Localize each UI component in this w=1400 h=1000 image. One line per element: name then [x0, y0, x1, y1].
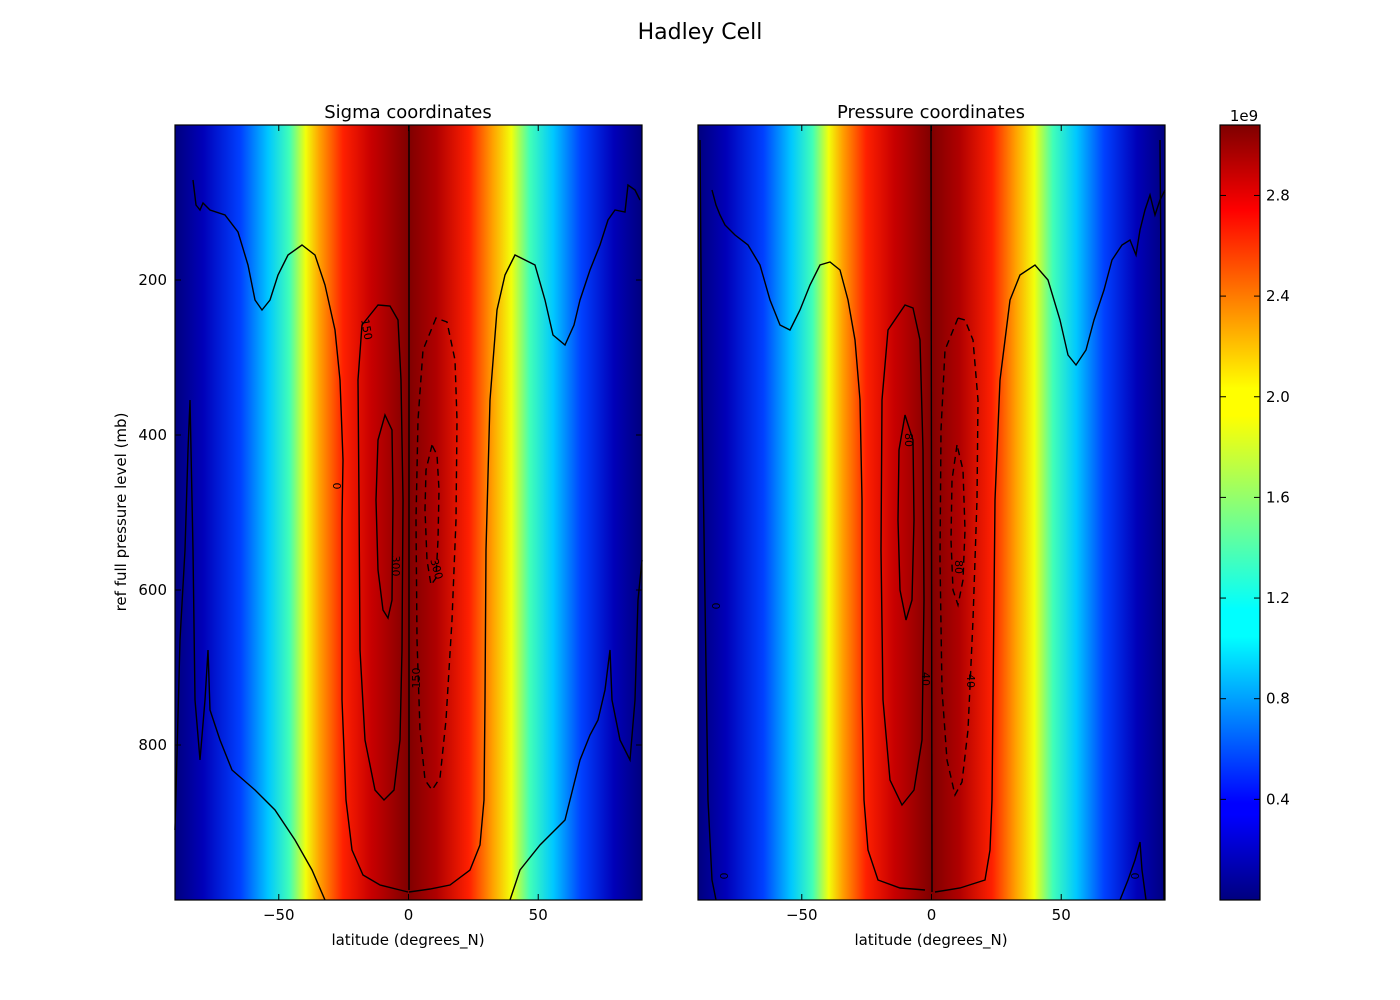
- sigma-x-tick-label: 50: [529, 906, 548, 924]
- colorbar: 1e9 0.4 0.8 1.2 1.6 2.0 2.4 2.8: [1219, 107, 1290, 901]
- pressure-x-tick-label: 50: [1052, 906, 1071, 924]
- pressure-panel: Pressure coordinates 80 0 80 40 40 0 0 −…: [697, 102, 1166, 950]
- sigma-contour-bottom-right: [509, 559, 643, 901]
- colorbar-tick-label: 1.2: [1266, 589, 1290, 607]
- sigma-x-tick-label: 0: [404, 906, 414, 924]
- pressure-contour-bottom-right: [1119, 841, 1147, 901]
- pressure-contour-40-right: [939, 317, 979, 797]
- colorbar-tick-label: 0.4: [1266, 790, 1290, 808]
- pressure-contour-label: 0: [717, 873, 730, 880]
- pressure-contour-label: 40: [964, 674, 977, 688]
- pressure-x-tick-label: 0: [927, 906, 937, 924]
- pressure-contour-80-left: [880, 304, 925, 807]
- colorbar-tick-label: 2.8: [1266, 186, 1290, 204]
- colorbar-ticks: 0.4 0.8 1.2 1.6 2.0 2.4 2.8: [1220, 186, 1290, 808]
- pressure-contour-80-right: [950, 444, 966, 608]
- pressure-panel-title: Pressure coordinates: [837, 102, 1025, 123]
- colorbar-tick-label: 2.0: [1266, 388, 1290, 406]
- pressure-contour-inner-left: [897, 414, 915, 621]
- sigma-x-tick-label: −50: [263, 906, 295, 924]
- sigma-contour-labels: 150 0 300 300 150: [330, 318, 445, 689]
- sigma-contours: [174, 125, 643, 901]
- sigma-contour-150-left: [357, 304, 404, 802]
- sigma-contour-bottom-left: [174, 399, 326, 901]
- sigma-contour-label: 150: [358, 318, 374, 341]
- pressure-contour-label: 0: [1128, 873, 1141, 880]
- sigma-ticks: −50 0 50 200 400 600 800: [138, 125, 642, 924]
- sigma-xlabel: latitude (degrees_N): [331, 931, 484, 950]
- sigma-contour-label: 300: [427, 557, 445, 581]
- pressure-contour-label: 80: [952, 560, 965, 574]
- pressure-contour-far-right: [1159, 139, 1165, 901]
- colorbar-tick-label: 2.4: [1266, 287, 1290, 305]
- pressure-x-tick-label: −50: [786, 906, 818, 924]
- pressure-contour-label: 80: [902, 433, 915, 447]
- sigma-contour-label: 0: [330, 483, 343, 490]
- pressure-contour-right-wave: [934, 189, 1166, 893]
- pressure-contour-far-left: [699, 139, 717, 901]
- colorbar-tick-label: 1.6: [1266, 488, 1290, 506]
- sigma-y-tick-label: 800: [138, 736, 167, 754]
- sigma-contour-label: 300: [389, 556, 402, 577]
- sigma-panel-title: Sigma coordinates: [324, 102, 492, 123]
- pressure-contours: [699, 124, 1166, 901]
- pressure-contour-labels: 80 0 80 40 40 0 0: [709, 433, 1141, 880]
- pressure-zero-contour-line: [930, 124, 933, 893]
- figure-title: Hadley Cell: [638, 20, 763, 45]
- sigma-y-tick-label: 200: [138, 271, 167, 289]
- pressure-ticks: −50 0 50: [786, 125, 1071, 924]
- colorbar-gradient-bar: [1219, 124, 1261, 901]
- colorbar-multiplier: 1e9: [1230, 107, 1258, 125]
- sigma-y-tick-label: 600: [138, 581, 167, 599]
- pressure-contour-label: 40: [919, 672, 932, 686]
- sigma-y-tick-label: 400: [138, 426, 167, 444]
- sigma-panel: Sigma coordinates 150 0 300 300 150 −50 0…: [112, 102, 643, 950]
- sigma-contour-right-wave: [408, 183, 641, 893]
- pressure-xlabel: latitude (degrees_N): [854, 931, 1007, 950]
- sigma-contour-150-right: [415, 317, 458, 792]
- colorbar-tick-label: 0.8: [1266, 690, 1290, 708]
- sigma-contour-300-right: [424, 442, 440, 587]
- pressure-contour-left-wave: [711, 189, 926, 891]
- sigma-ylabel: ref full pressure level (mb): [112, 413, 130, 612]
- sigma-contour-300-left: [375, 412, 394, 620]
- sigma-contour-label: 150: [410, 668, 423, 689]
- pressure-contour-label: 0: [709, 603, 722, 610]
- sigma-contour-left-wave: [192, 179, 409, 893]
